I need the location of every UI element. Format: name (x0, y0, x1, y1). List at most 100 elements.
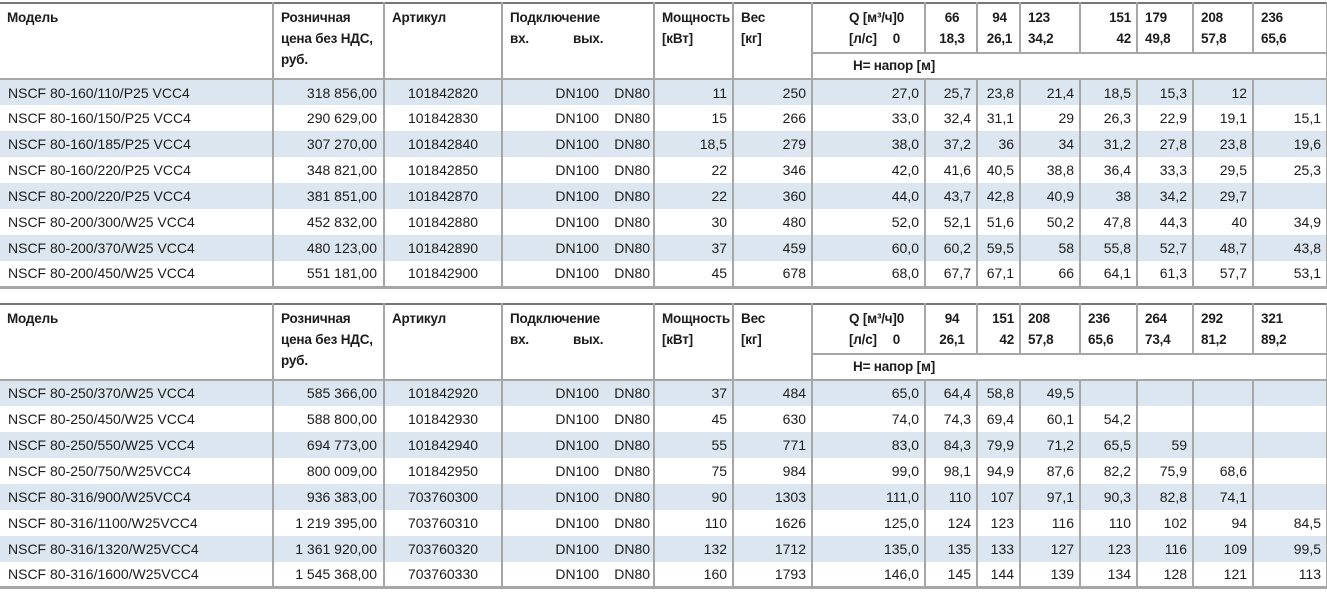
head-value-cell (1252, 483, 1327, 510)
head-value-cell: 44,3 (1136, 209, 1194, 235)
dn-inlet-cell: DN100 (501, 535, 602, 562)
power-cell: 18,5 (653, 131, 734, 157)
head-value-cell: 84,3 (924, 431, 978, 458)
model-cell: NSCF 80-316/1320/W25VCC4 (0, 535, 273, 562)
dn-inlet-cell: DN100 (501, 183, 602, 209)
article-cell: 101842940 (383, 431, 502, 458)
weight-cell: 266 (732, 105, 813, 131)
col-header-flow: 179 49,8 (1136, 3, 1194, 54)
head-value-cell: 79,9 (976, 431, 1021, 458)
head-value-cell: 61,3 (1136, 261, 1194, 287)
table-row: NSCF 80-160/185/P25 VCC4 307 270,00 101842… (0, 131, 1327, 157)
head-value-cell: 38,0 (811, 131, 926, 157)
dn-outlet-cell: DN80 (602, 535, 655, 562)
flow-m3-value: 123 (1028, 10, 1050, 25)
article-cell: 101842820 (383, 78, 502, 105)
head-value-cell: 83,0 (811, 431, 926, 458)
price-cell: 318 856,00 (272, 78, 384, 105)
head-value-cell: 116 (1019, 509, 1081, 536)
flow-ls-value: 57,8 (1201, 31, 1227, 46)
dn-inlet-cell: DN100 (501, 431, 602, 458)
head-value-cell: 55,8 (1079, 235, 1138, 261)
weight-cell: 360 (732, 183, 813, 209)
flow-m3-value: 179 (1145, 10, 1167, 25)
weight-cell: 1712 (732, 535, 813, 562)
head-value-cell: 60,1 (1019, 405, 1081, 432)
flow-ls-value: 18,3 (939, 31, 965, 46)
head-value-cell: 57,7 (1192, 261, 1254, 287)
head-value-cell: 135,0 (811, 535, 926, 562)
conn-out-label: вых. (573, 31, 604, 46)
flow-m3-value: 94 (992, 10, 1007, 25)
power-cell: 45 (653, 405, 734, 432)
table-row: NSCF 80-316/1600/W25VCC4 1 545 368,00 7037… (0, 561, 1327, 588)
q-zero-value: 0 (892, 31, 901, 46)
head-value-cell: 18,5 (1079, 78, 1138, 105)
weight-cell: 630 (732, 405, 813, 432)
head-value-cell: 113 (1252, 561, 1327, 588)
head-value-cell: 68,6 (1192, 457, 1254, 484)
q-zero-value: 0 (892, 331, 901, 347)
price-cell: 585 366,00 (272, 378, 384, 406)
flow-m3-value: 292 (1201, 310, 1223, 326)
head-value-cell: 43,7 (924, 183, 978, 209)
q-unit-ls-label: [л/с] (849, 331, 877, 347)
model-cell: NSCF 80-200/220/P25 VCC4 (0, 183, 273, 209)
article-cell: 703760310 (383, 509, 502, 536)
head-value-cell: 42,8 (976, 183, 1021, 209)
head-row-label: H= напор [м] (811, 53, 1327, 79)
head-value-cell: 34 (1019, 131, 1081, 157)
head-value-cell: 124 (924, 509, 978, 536)
head-value-cell: 15,1 (1252, 105, 1327, 131)
power-cell: 37 (653, 235, 734, 261)
table-row: NSCF 80-200/450/W25 VCC4 551 181,00 101842… (0, 261, 1327, 287)
head-value-cell: 36,4 (1079, 157, 1138, 183)
col-header-flow: 66 18,3 (924, 3, 978, 54)
table-row: NSCF 80-250/450/W25 VCC4 588 800,00 101842… (0, 405, 1327, 432)
price-cell: 480 123,00 (272, 235, 384, 261)
col-header-q-units: Q [м³/ч] 0 [л/с] 0 (811, 3, 926, 54)
flow-m3-value: 151 (992, 310, 1015, 326)
head-value-cell: 29 (1019, 105, 1081, 131)
col-header-connection: Подключение вх. вых. (500, 3, 655, 79)
head-value-cell: 110 (924, 483, 978, 510)
col-header-model: Модель (7, 310, 59, 326)
col-header-flow: 236 65,6 (1079, 303, 1138, 355)
weight-cell: 1626 (732, 509, 813, 536)
model-cell: NSCF 80-200/370/W25 VCC4 (0, 235, 273, 261)
price-cell: 588 800,00 (272, 405, 384, 432)
price-cell: 694 773,00 (272, 431, 384, 458)
power-cell: 22 (653, 183, 734, 209)
weight-cell: 484 (732, 378, 813, 406)
article-cell: 101842870 (383, 183, 502, 209)
price-cell: 800 009,00 (272, 457, 384, 484)
head-value-cell: 52,1 (924, 209, 978, 235)
head-value-cell: 34,9 (1252, 209, 1327, 235)
head-value-cell: 125,0 (811, 509, 926, 536)
head-value-cell: 109 (1192, 535, 1254, 562)
head-value-cell: 34,2 (1136, 183, 1194, 209)
head-value-cell: 12 (1192, 78, 1254, 105)
dn-outlet-cell: DN80 (614, 162, 651, 178)
head-value-cell: 33,3 (1136, 157, 1194, 183)
head-value-cell (1252, 431, 1327, 458)
head-value-cell: 65,0 (811, 378, 926, 406)
head-value-cell: 52,0 (811, 209, 926, 235)
weight-cell: 771 (732, 431, 813, 458)
head-value-cell: 38,8 (1019, 157, 1081, 183)
q-unit-m3-line: Q [м³/ч] 0 (849, 7, 904, 28)
q-zero-value: 0 (896, 10, 905, 25)
power-cell: 110 (653, 509, 734, 536)
head-value-cell: 21,4 (1019, 78, 1081, 105)
head-value-cell: 128 (1136, 561, 1194, 588)
flow-m3-value: 236 (1261, 10, 1283, 25)
model-cell: NSCF 80-316/1600/W25VCC4 (8, 565, 199, 582)
head-label-row: H= напор [м] (0, 53, 1327, 79)
col-header-price: Розничная цена без НДС, руб. (272, 3, 384, 79)
dn-inlet-cell: DN100 (501, 509, 602, 536)
dn-outlet-cell: DN80 (602, 131, 655, 157)
price-cell: 348 821,00 (272, 157, 384, 183)
weight-cell: 678 (732, 261, 813, 287)
head-value-cell: 94 (1192, 509, 1254, 536)
power-cell: 75 (653, 457, 734, 484)
